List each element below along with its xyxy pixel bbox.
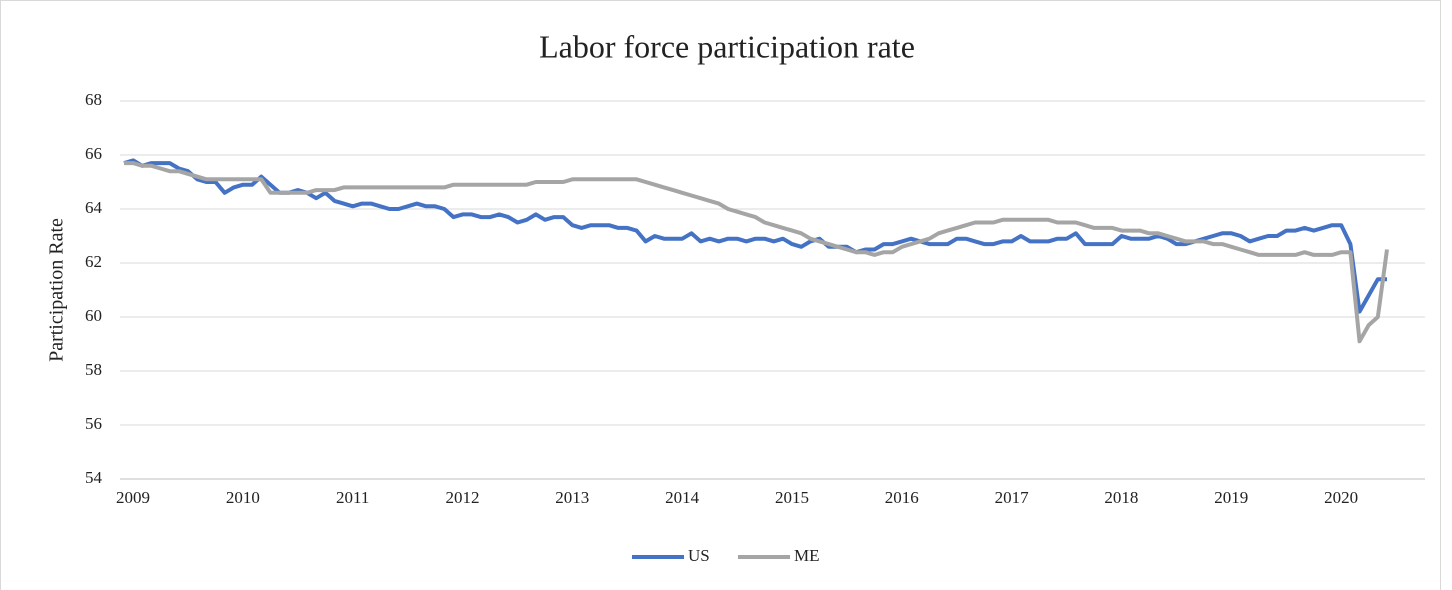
line-series — [123, 158, 1387, 314]
x-tick-label: 2013 — [555, 488, 589, 507]
chart-title: Labor force participation rate — [539, 28, 915, 64]
x-tick-label: 2009 — [116, 488, 150, 507]
x-tick-label: 2019 — [1214, 488, 1248, 507]
y-tick-label: 64 — [85, 198, 103, 217]
x-tick-label: 2012 — [445, 488, 479, 507]
x-tick-label: 2016 — [885, 488, 919, 507]
y-tick-label: 58 — [85, 360, 102, 379]
legend-label: US — [688, 546, 710, 565]
legend-label: ME — [794, 546, 820, 565]
x-tick-label: 2011 — [336, 488, 369, 507]
line-series — [124, 161, 1389, 344]
x-tick-label: 2018 — [1104, 488, 1138, 507]
x-tick-label: 2020 — [1324, 488, 1358, 507]
y-tick-label: 54 — [85, 468, 103, 487]
x-tick-label: 2010 — [226, 488, 260, 507]
x-tick-label: 2017 — [995, 488, 1030, 507]
x-tick-label: 2014 — [665, 488, 700, 507]
y-tick-label: 60 — [85, 306, 102, 325]
y-tick-label: 68 — [85, 90, 102, 109]
y-tick-label: 56 — [85, 414, 102, 433]
y-axis-label: Participation Rate — [46, 218, 68, 362]
x-tick-label: 2015 — [775, 488, 809, 507]
y-tick-label: 62 — [85, 252, 102, 271]
y-tick-label: 66 — [85, 144, 102, 163]
